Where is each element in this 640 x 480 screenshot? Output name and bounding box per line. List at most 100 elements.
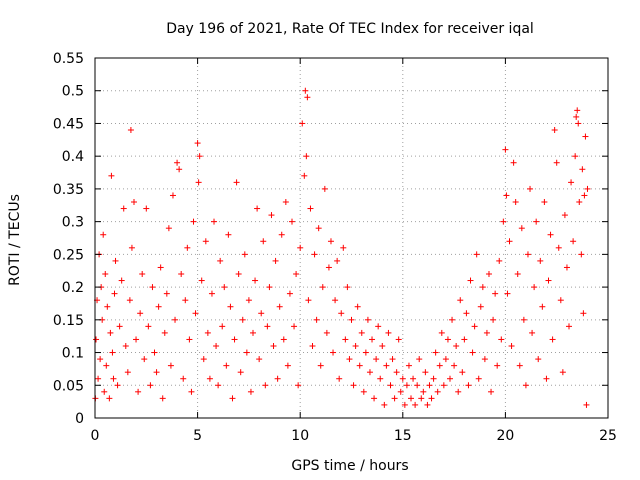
data-point (233, 179, 240, 186)
data-point (356, 362, 363, 369)
y-tick-label: 0.05 (53, 378, 84, 394)
data-point (103, 362, 110, 369)
data-point (116, 323, 123, 330)
data-point (325, 264, 332, 271)
data-point (317, 362, 324, 369)
data-point (422, 369, 429, 376)
data-point (539, 303, 546, 310)
data-point (533, 218, 540, 225)
data-point (503, 192, 510, 199)
data-point (260, 238, 267, 245)
data-point (453, 343, 460, 349)
data-point (518, 225, 525, 232)
data-point (485, 271, 492, 277)
x-tick-label: 20 (496, 428, 514, 444)
data-point (420, 388, 427, 395)
data-point (126, 297, 133, 304)
x-tick-label: 10 (291, 428, 309, 444)
data-point (510, 159, 517, 166)
data-point (442, 356, 449, 363)
data-point (418, 395, 425, 402)
data-point (247, 388, 254, 395)
data-point (572, 153, 579, 160)
data-point (286, 290, 293, 297)
data-point (405, 362, 412, 369)
data-point (467, 277, 474, 284)
data-point (235, 271, 242, 277)
data-point (120, 205, 127, 212)
data-point (436, 362, 443, 369)
data-point (338, 310, 345, 317)
data-point (217, 257, 224, 264)
data-point (272, 257, 279, 264)
data-point (537, 257, 544, 264)
data-point (190, 218, 197, 225)
x-tick-label: 15 (394, 428, 412, 444)
data-point (309, 343, 316, 349)
data-point (276, 303, 283, 310)
data-point (432, 349, 439, 356)
data-point (371, 395, 378, 402)
data-point (516, 362, 523, 369)
data-point (383, 362, 390, 369)
data-point (229, 395, 236, 402)
data-point (416, 356, 423, 363)
data-point (196, 153, 203, 160)
data-point (258, 310, 265, 317)
data-point (225, 231, 232, 238)
data-point (408, 395, 415, 402)
data-point (410, 375, 417, 382)
data-point (557, 297, 564, 304)
data-point (243, 349, 250, 356)
data-point (469, 349, 476, 356)
data-point (303, 153, 310, 160)
data-point (282, 199, 289, 205)
data-point (165, 225, 172, 232)
data-point (172, 316, 179, 323)
data-point (584, 185, 591, 192)
y-tick-label: 0.3 (62, 215, 84, 231)
data-point (344, 284, 351, 291)
data-point (274, 375, 281, 382)
data-point (352, 343, 359, 349)
data-point (576, 199, 583, 205)
data-point (221, 284, 228, 291)
data-point (553, 159, 560, 166)
data-point (297, 244, 304, 251)
data-point (578, 251, 585, 258)
data-point (350, 382, 357, 389)
data-point (348, 316, 355, 323)
data-point (256, 356, 263, 363)
data-point (288, 218, 295, 225)
data-point (161, 329, 168, 336)
data-point (291, 323, 298, 330)
data-point (438, 329, 445, 336)
data-point (541, 199, 548, 205)
data-point (580, 310, 587, 317)
data-point (502, 146, 509, 153)
data-point (403, 382, 410, 389)
data-point (127, 127, 134, 133)
data-point (401, 401, 408, 408)
data-point (563, 264, 570, 271)
data-point (561, 212, 568, 219)
data-point (159, 395, 166, 402)
data-point (395, 336, 402, 343)
data-point (391, 395, 398, 402)
data-point (188, 388, 195, 395)
data-point (149, 284, 156, 291)
data-point (200, 356, 207, 363)
data-point (141, 356, 148, 363)
data-point (151, 349, 158, 356)
data-point (342, 336, 349, 343)
data-point (494, 362, 501, 369)
data-point (227, 303, 234, 310)
data-points (92, 87, 591, 408)
data-point (399, 375, 406, 382)
data-point (147, 382, 154, 389)
data-point (327, 238, 334, 245)
data-point (133, 336, 140, 343)
data-point (305, 297, 312, 304)
data-point (500, 218, 507, 225)
